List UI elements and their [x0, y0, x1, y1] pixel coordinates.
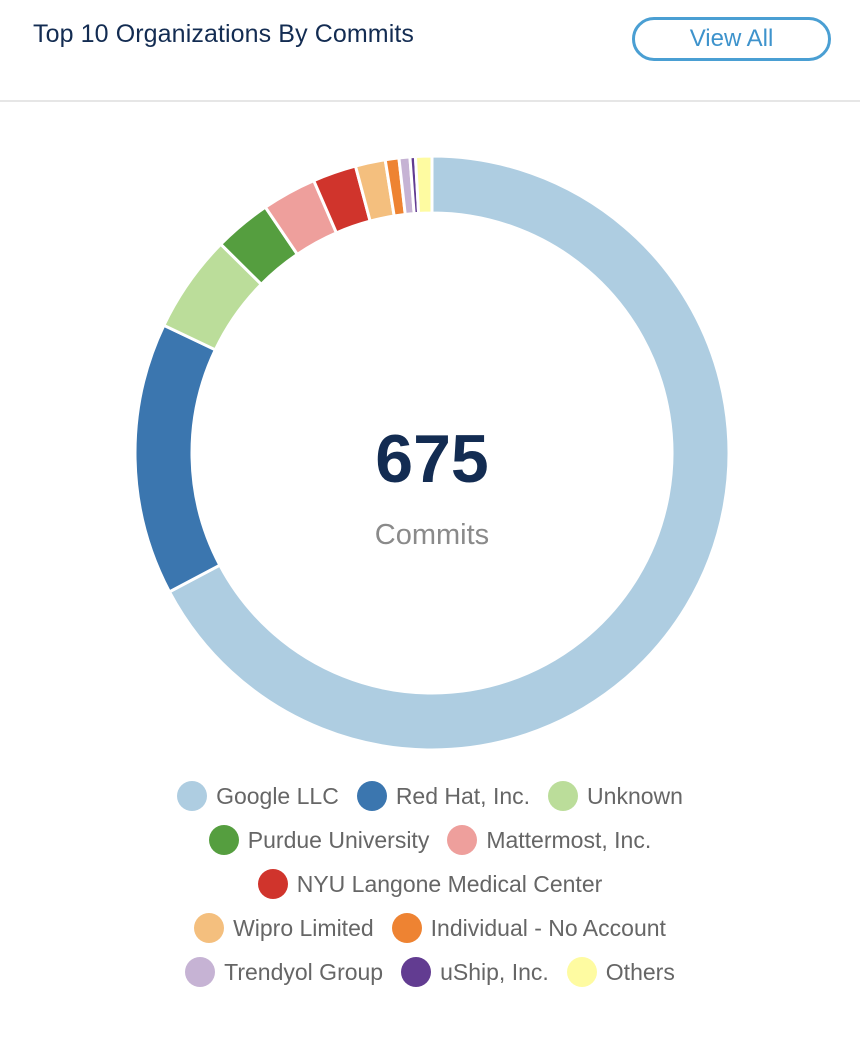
legend-item[interactable]: Individual - No Account	[391, 913, 666, 943]
legend-item[interactable]: NYU Langone Medical Center	[257, 869, 603, 899]
legend-item[interactable]: Trendyol Group	[185, 957, 383, 987]
legend-row: Wipro Limited Individual - No Account	[0, 906, 860, 950]
legend-label: Wipro Limited	[233, 914, 374, 941]
legend-row: Purdue University Mattermost, Inc.	[0, 818, 860, 862]
legend-swatch	[548, 781, 579, 811]
legend-label: Trendyol Group	[224, 958, 384, 985]
chart-title: Top 10 Organizations By Commits	[33, 20, 415, 48]
legend-row: NYU Langone Medical Center	[0, 862, 860, 906]
total-label: Commits	[375, 519, 489, 551]
legend-label: Unknown	[587, 782, 683, 809]
legend-item[interactable]: Google LLC	[177, 781, 339, 811]
donut-slices	[133, 154, 731, 752]
legend-label: Red Hat, Inc.	[395, 782, 531, 809]
legend-item[interactable]: Unknown	[548, 781, 683, 811]
legend-swatch	[391, 913, 422, 943]
legend-swatch	[401, 957, 432, 987]
legend-row: Google LLC Red Hat, Inc. Unknown	[0, 774, 860, 818]
slice-10[interactable]	[413, 154, 434, 215]
legend-item[interactable]: Red Hat, Inc.	[356, 781, 531, 811]
legend-row: Trendyol Group uShip, Inc. Others	[0, 950, 860, 994]
legend-swatch	[177, 781, 208, 811]
legend-label: Individual - No Account	[430, 914, 666, 941]
legend-label: NYU Langone Medical Center	[296, 870, 603, 897]
legend-item[interactable]: Wipro Limited	[194, 913, 374, 943]
legend-label: Purdue University	[247, 826, 430, 853]
legend-label: Others	[605, 958, 675, 985]
donut-chart: 675 Commits	[133, 154, 731, 752]
legend-label: Google LLC	[216, 782, 339, 809]
legend-item[interactable]: uShip, Inc.	[401, 957, 549, 987]
legend-item[interactable]: Mattermost, Inc.	[447, 825, 651, 855]
legend-swatch	[185, 957, 216, 987]
legend-item[interactable]: Others	[566, 957, 675, 987]
legend-swatch	[208, 825, 239, 855]
legend-swatch	[257, 869, 288, 899]
legend-label: Mattermost, Inc.	[486, 826, 652, 853]
slice-0[interactable]	[167, 154, 731, 752]
card-header: Top 10 Organizations By Commits View All	[0, 0, 860, 102]
chart-legend: Google LLC Red Hat, Inc. Unknown Purdue Uni…	[0, 774, 860, 994]
legend-swatch	[194, 913, 225, 943]
view-all-button[interactable]: View All	[632, 17, 831, 61]
legend-swatch	[356, 781, 387, 811]
legend-item[interactable]: Purdue University	[208, 825, 430, 855]
legend-label: uShip, Inc.	[440, 958, 549, 985]
total-value: 675	[375, 421, 488, 497]
slice-1[interactable]	[133, 323, 222, 594]
legend-swatch	[447, 825, 478, 855]
legend-swatch	[566, 957, 597, 987]
